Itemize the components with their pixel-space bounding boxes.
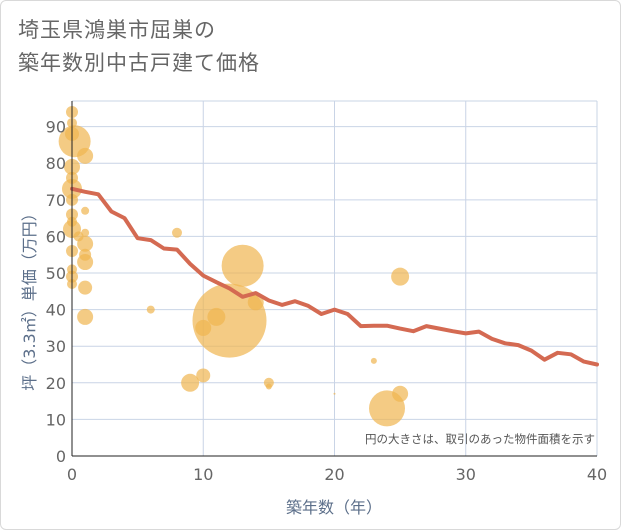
data-bubble — [370, 357, 377, 364]
data-bubble — [265, 383, 272, 390]
data-bubble — [77, 308, 94, 325]
data-bubble — [196, 368, 211, 383]
x-tick-label: 0 — [67, 465, 77, 484]
y-tick-label: 40 — [46, 301, 66, 320]
average-price-line — [70, 186, 599, 367]
x-tick-label: 10 — [193, 465, 213, 484]
axes — [71, 101, 597, 457]
data-bubble — [77, 235, 94, 252]
data-bubble — [77, 254, 94, 271]
x-tick-label: 20 — [324, 465, 344, 484]
y-tick-label: 80 — [46, 154, 66, 173]
data-bubble — [181, 373, 200, 392]
chart-title-line-1: 埼玉県鴻巣市屈巣の — [18, 18, 216, 42]
data-bubble — [333, 392, 336, 395]
y-tick-label: 10 — [46, 410, 66, 429]
y-tick-label: 30 — [46, 337, 66, 356]
x-axis-label: 築年数（年） — [286, 498, 382, 517]
bubble-series — [58, 105, 410, 427]
data-bubble — [172, 227, 182, 238]
data-bubble — [391, 267, 410, 286]
data-bubble — [78, 280, 93, 295]
x-tick-label: 30 — [456, 465, 476, 484]
data-bubble — [247, 294, 264, 311]
y-tick-label: 60 — [46, 227, 66, 246]
data-bubble — [81, 206, 90, 215]
data-bubble — [221, 244, 264, 287]
average-line-series — [70, 186, 599, 367]
y-tick-label: 50 — [46, 264, 66, 283]
y-tick-label: 90 — [46, 118, 66, 137]
y-tick-label: 20 — [46, 374, 66, 393]
data-bubble — [392, 385, 409, 402]
y-tick-label: 0 — [56, 447, 66, 466]
y-axis-label: 坪（3.3㎡）単価（万円） — [20, 205, 39, 390]
x-tick-label: 40 — [587, 465, 607, 484]
size-annotation: 円の大きさは、取引のあった物件面積を示す — [365, 432, 595, 446]
data-bubble — [146, 305, 155, 314]
grid-lines — [72, 100, 598, 456]
chart-title: 埼玉県鴻巣市屈巣の 築年数別中古戸建て価格 — [18, 14, 260, 80]
tick-labels: 0 10 20 30 40 50 60 70 80 90 0 10 20 30 40 — [46, 118, 608, 484]
y-tick-label: 70 — [46, 191, 66, 210]
data-bubble — [77, 147, 94, 164]
chart-title-line-2: 築年数別中古戸建て価格 — [18, 51, 260, 75]
